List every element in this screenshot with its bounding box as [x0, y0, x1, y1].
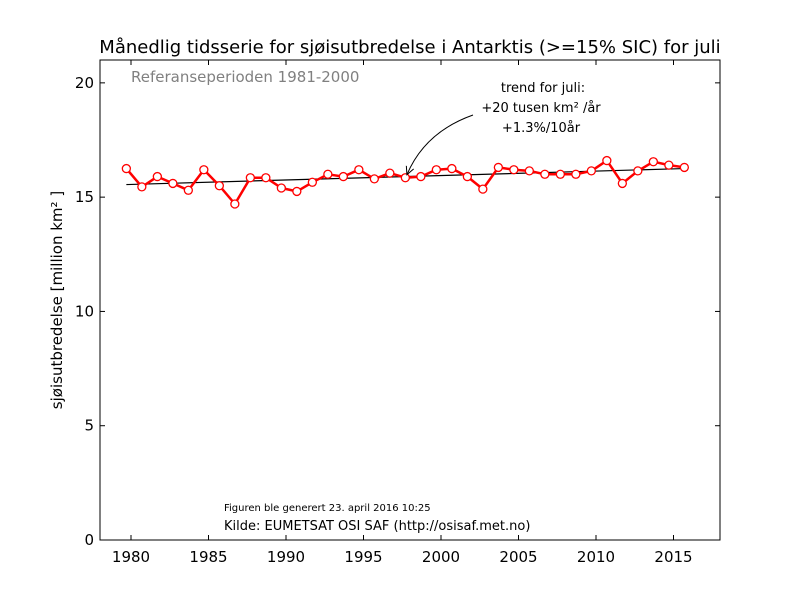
annotation-line-1: trend for juli: — [501, 81, 585, 96]
data-point — [509, 165, 519, 175]
y-tick-label: 5 — [84, 417, 94, 435]
data-point — [338, 171, 349, 182]
x-tick-label: 1995 — [344, 548, 382, 566]
y-tick-label: 10 — [75, 302, 94, 320]
data-point — [416, 171, 426, 182]
y-tick-label: 0 — [84, 531, 94, 549]
annotation-arrow — [407, 114, 474, 175]
annotation-line-3: +1.3%/10år — [502, 121, 581, 136]
x-tick-label: 1985 — [189, 548, 227, 566]
data-point — [121, 163, 131, 174]
data-point — [586, 166, 596, 176]
data-point — [571, 169, 581, 179]
data-point — [230, 199, 240, 209]
data-point — [648, 157, 658, 167]
data-point — [152, 171, 163, 182]
data-point — [431, 165, 442, 175]
data-point — [292, 186, 302, 197]
data-point — [137, 182, 147, 192]
data-point — [369, 174, 380, 184]
annotation-line-2: +20 tusen km² /år — [481, 101, 601, 116]
data-point — [524, 166, 534, 176]
x-axis: 1980 1985 1990 1995 2000 2005 2010 2015 — [112, 60, 693, 566]
data-point — [214, 181, 225, 191]
generated-date-note: Figuren ble generert 23. april 2016 10:2… — [224, 503, 431, 514]
source-note: Kilde: EUMETSAT OSI SAF (http://osisaf.m… — [224, 519, 530, 534]
x-tick-label: 2010 — [577, 548, 615, 566]
data-point — [633, 166, 643, 176]
reference-period-label: Referanseperioden 1981-2000 — [131, 68, 359, 86]
x-tick-label: 1980 — [112, 548, 150, 566]
data-point — [307, 177, 318, 187]
data-point — [385, 168, 395, 178]
data-point — [261, 173, 271, 183]
y-tick-label: 20 — [75, 74, 94, 92]
data-point — [462, 171, 473, 182]
data-point — [323, 169, 333, 179]
x-tick-label: 2000 — [422, 548, 460, 566]
series-layer — [121, 155, 689, 209]
data-point — [493, 162, 504, 173]
trend-annotation: trend for juli: +20 tusen km² /år +1.3%/… — [407, 81, 601, 175]
data-point — [617, 178, 627, 189]
plot-area — [99, 59, 721, 541]
data-point — [540, 169, 550, 179]
data-point — [183, 185, 194, 195]
data-point — [400, 173, 411, 183]
data-point — [276, 183, 287, 193]
x-tick-label: 1990 — [267, 548, 305, 566]
data-point — [679, 162, 689, 173]
data-point — [664, 160, 674, 170]
y-axis: 0 5 10 15 20 — [75, 74, 720, 549]
data-point — [168, 178, 178, 189]
y-tick-label: 15 — [75, 188, 94, 206]
x-tick-label: 2005 — [499, 548, 537, 566]
data-point — [555, 169, 565, 179]
data-point — [199, 165, 209, 175]
x-tick-label: 2015 — [654, 548, 692, 566]
data-point — [354, 165, 364, 175]
data-point — [602, 155, 612, 166]
data-point — [447, 163, 457, 174]
data-point — [245, 173, 256, 183]
y-axis-label: sjøisutbredelse [million km² ] — [48, 191, 66, 409]
chart-title: Månedlig tidsserie for sjøisutbredelse i… — [99, 37, 720, 58]
data-point — [478, 184, 488, 194]
